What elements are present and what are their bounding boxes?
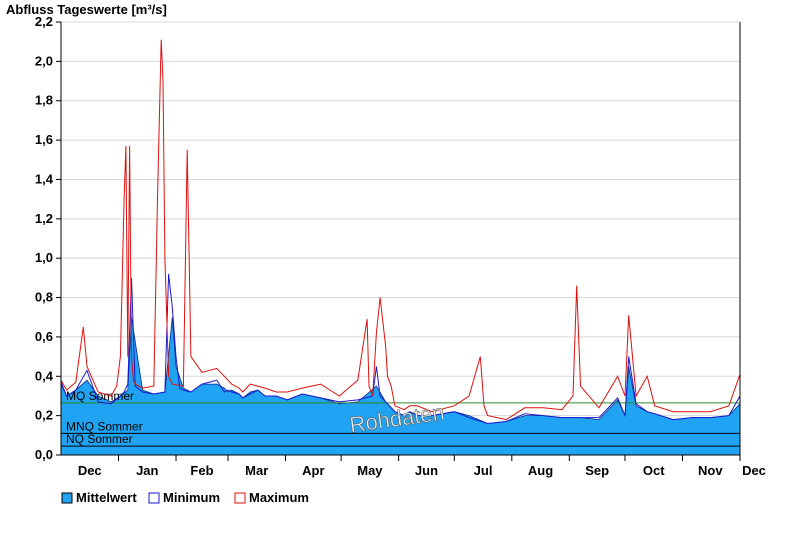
legend: Mittelwert Minimum Maximum bbox=[61, 490, 309, 505]
x-tick-label: Nov bbox=[698, 463, 723, 478]
x-tick-label: Jul bbox=[474, 463, 493, 478]
series-line-minimum bbox=[60, 273, 741, 425]
chart-title: Abfluss Tageswerte [m³/s] bbox=[6, 2, 167, 17]
legend-label: Minimum bbox=[163, 490, 220, 505]
legend-item: Minimum bbox=[148, 490, 220, 505]
x-tick-label: Feb bbox=[190, 463, 213, 478]
x-tick-label: Mar bbox=[245, 463, 268, 478]
series-lines bbox=[60, 39, 741, 425]
legend-label: Mittelwert bbox=[76, 490, 137, 505]
y-tick-label: 1,2 bbox=[35, 211, 53, 226]
x-tick-label: Aug bbox=[528, 463, 553, 478]
legend-swatch bbox=[61, 492, 73, 504]
reference-line-label: NQ Sommer bbox=[66, 432, 133, 446]
x-tick-label: May bbox=[357, 463, 383, 478]
legend-swatch bbox=[148, 492, 160, 504]
x-tick-label: Jan bbox=[136, 463, 158, 478]
mean-area-layer bbox=[60, 317, 741, 456]
y-tick-label: 1,6 bbox=[35, 132, 53, 147]
y-tick-label: 2,0 bbox=[35, 53, 53, 68]
reference-line-label: MNQ Sommer bbox=[66, 419, 143, 433]
x-tick-label: Dec bbox=[742, 463, 766, 478]
y-tick-label: 1,0 bbox=[35, 250, 53, 265]
x-tick-label: Sep bbox=[585, 463, 609, 478]
legend-swatch bbox=[234, 492, 246, 504]
y-tick-label: 0,4 bbox=[35, 368, 54, 383]
x-tick-label: Apr bbox=[302, 463, 324, 478]
reference-line-label: MQ Sommer bbox=[66, 389, 134, 403]
x-tick-label: Dec bbox=[78, 463, 102, 478]
legend-label: Maximum bbox=[249, 490, 309, 505]
y-tick-label: 0,2 bbox=[35, 408, 53, 423]
series-line-maximum bbox=[60, 39, 741, 421]
legend-item: Maximum bbox=[234, 490, 309, 505]
series-area-mittelwert bbox=[60, 317, 741, 456]
y-tick-label: 1,8 bbox=[35, 93, 53, 108]
x-tick-label: Jun bbox=[415, 463, 438, 478]
y-tick-label: 2,2 bbox=[35, 14, 53, 29]
y-tick-label: 0,6 bbox=[35, 329, 53, 344]
x-tick-label: Oct bbox=[643, 463, 665, 478]
axes: 0,0 0,2 0,4 0,6 0,8 1,0 1,2 1,4 1,6 1,8 2,0 2,2 Dec J… bbox=[35, 14, 766, 478]
y-tick-label: 1,4 bbox=[35, 171, 54, 186]
legend-item: Mittelwert bbox=[61, 490, 137, 505]
y-tick-label: 0,8 bbox=[35, 290, 53, 305]
y-tick-label: 0,0 bbox=[35, 447, 53, 462]
